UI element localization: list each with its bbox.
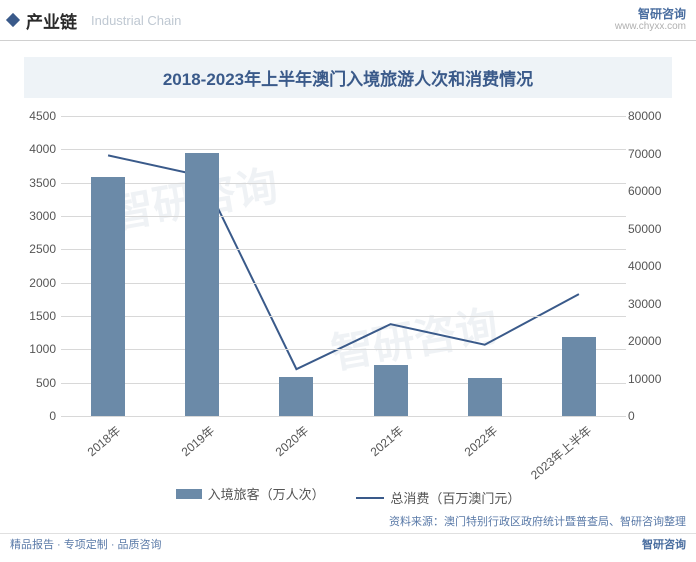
- line-series-svg: [61, 116, 626, 416]
- bar: [185, 153, 219, 416]
- legend-bar-swatch: [176, 489, 202, 499]
- legend-line-label: 总消费（百万澳门元）: [390, 488, 520, 507]
- y-right-tick: 40000: [628, 259, 678, 273]
- footer-left: 精品报告 · 专项定制 · 品质咨询: [10, 536, 162, 552]
- bar: [562, 337, 596, 416]
- y-right-tick: 70000: [628, 147, 678, 161]
- x-tick-label: 2018年: [83, 422, 124, 460]
- legend-line-swatch: [356, 497, 384, 499]
- gridline: [61, 383, 626, 384]
- gridline: [61, 216, 626, 217]
- gridline: [61, 283, 626, 284]
- gridline: [61, 116, 626, 117]
- page-footer: 精品报告 · 专项定制 · 品质咨询 智研咨询: [0, 533, 696, 552]
- bar: [468, 378, 502, 416]
- header-left: 产业链 Industrial Chain: [8, 8, 181, 33]
- gridline: [61, 349, 626, 350]
- section-title: 产业链: [26, 8, 77, 33]
- y-left-tick: 4500: [10, 109, 56, 123]
- gridline: [61, 149, 626, 150]
- x-axis-labels: 2018年 2019年 2020年 2021年 2022年 2023年上半年: [60, 416, 626, 486]
- gridline: [61, 316, 626, 317]
- y-left-tick: 1000: [10, 342, 56, 356]
- x-tick-label: 2022年: [460, 422, 501, 460]
- plot-region: [60, 116, 626, 416]
- y-right-tick: 0: [628, 409, 678, 423]
- chart-title-band: 2018-2023年上半年澳门入境旅游人次和消费情况: [24, 57, 672, 98]
- bar: [91, 177, 125, 416]
- x-tick-label: 2019年: [178, 422, 219, 460]
- gridline: [61, 183, 626, 184]
- y-left-tick: 2500: [10, 242, 56, 256]
- y-left-tick: 3000: [10, 209, 56, 223]
- source-text: 资料来源：澳门特别行政区政府统计暨普查局、智研咨询整理: [0, 513, 696, 529]
- header-right: 智研咨询 www.chyxx.com: [615, 8, 686, 32]
- x-tick-label: 2023年上半年: [527, 422, 595, 483]
- y-right-tick: 20000: [628, 334, 678, 348]
- legend: 入境旅客（万人次） 总消费（百万澳门元）: [0, 484, 696, 507]
- y-right-tick: 80000: [628, 109, 678, 123]
- y-left-tick: 2000: [10, 276, 56, 290]
- y-right-tick: 10000: [628, 372, 678, 386]
- brand-name: 智研咨询: [615, 8, 686, 21]
- legend-bar-label: 入境旅客（万人次）: [208, 484, 325, 503]
- legend-item-line: 总消费（百万澳门元）: [356, 488, 520, 507]
- legend-item-bar: 入境旅客（万人次）: [176, 484, 325, 503]
- y-left-tick: 3500: [10, 176, 56, 190]
- chart-title: 2018-2023年上半年澳门入境旅游人次和消费情况: [163, 70, 533, 89]
- bar: [279, 377, 313, 416]
- y-right-tick: 30000: [628, 297, 678, 311]
- line-series: [108, 155, 579, 369]
- section-subtitle: Industrial Chain: [91, 13, 181, 28]
- brand-url: www.chyxx.com: [615, 21, 686, 32]
- y-left-tick: 4000: [10, 142, 56, 156]
- x-tick-label: 2021年: [366, 422, 407, 460]
- footer-right: 智研咨询: [642, 536, 686, 552]
- page-header: 产业链 Industrial Chain 智研咨询 www.chyxx.com: [0, 0, 696, 41]
- y-right-tick: 50000: [628, 222, 678, 236]
- chart-area: 智研咨询 智研咨询 2018年2019年2020年2021年2022年2023年…: [10, 106, 686, 486]
- y-right-tick: 60000: [628, 184, 678, 198]
- y-left-tick: 0: [10, 409, 56, 423]
- bar: [374, 365, 408, 416]
- x-tick-label: 2020年: [272, 422, 313, 460]
- gridline: [61, 249, 626, 250]
- y-left-tick: 1500: [10, 309, 56, 323]
- diamond-icon: [6, 13, 20, 27]
- y-left-tick: 500: [10, 376, 56, 390]
